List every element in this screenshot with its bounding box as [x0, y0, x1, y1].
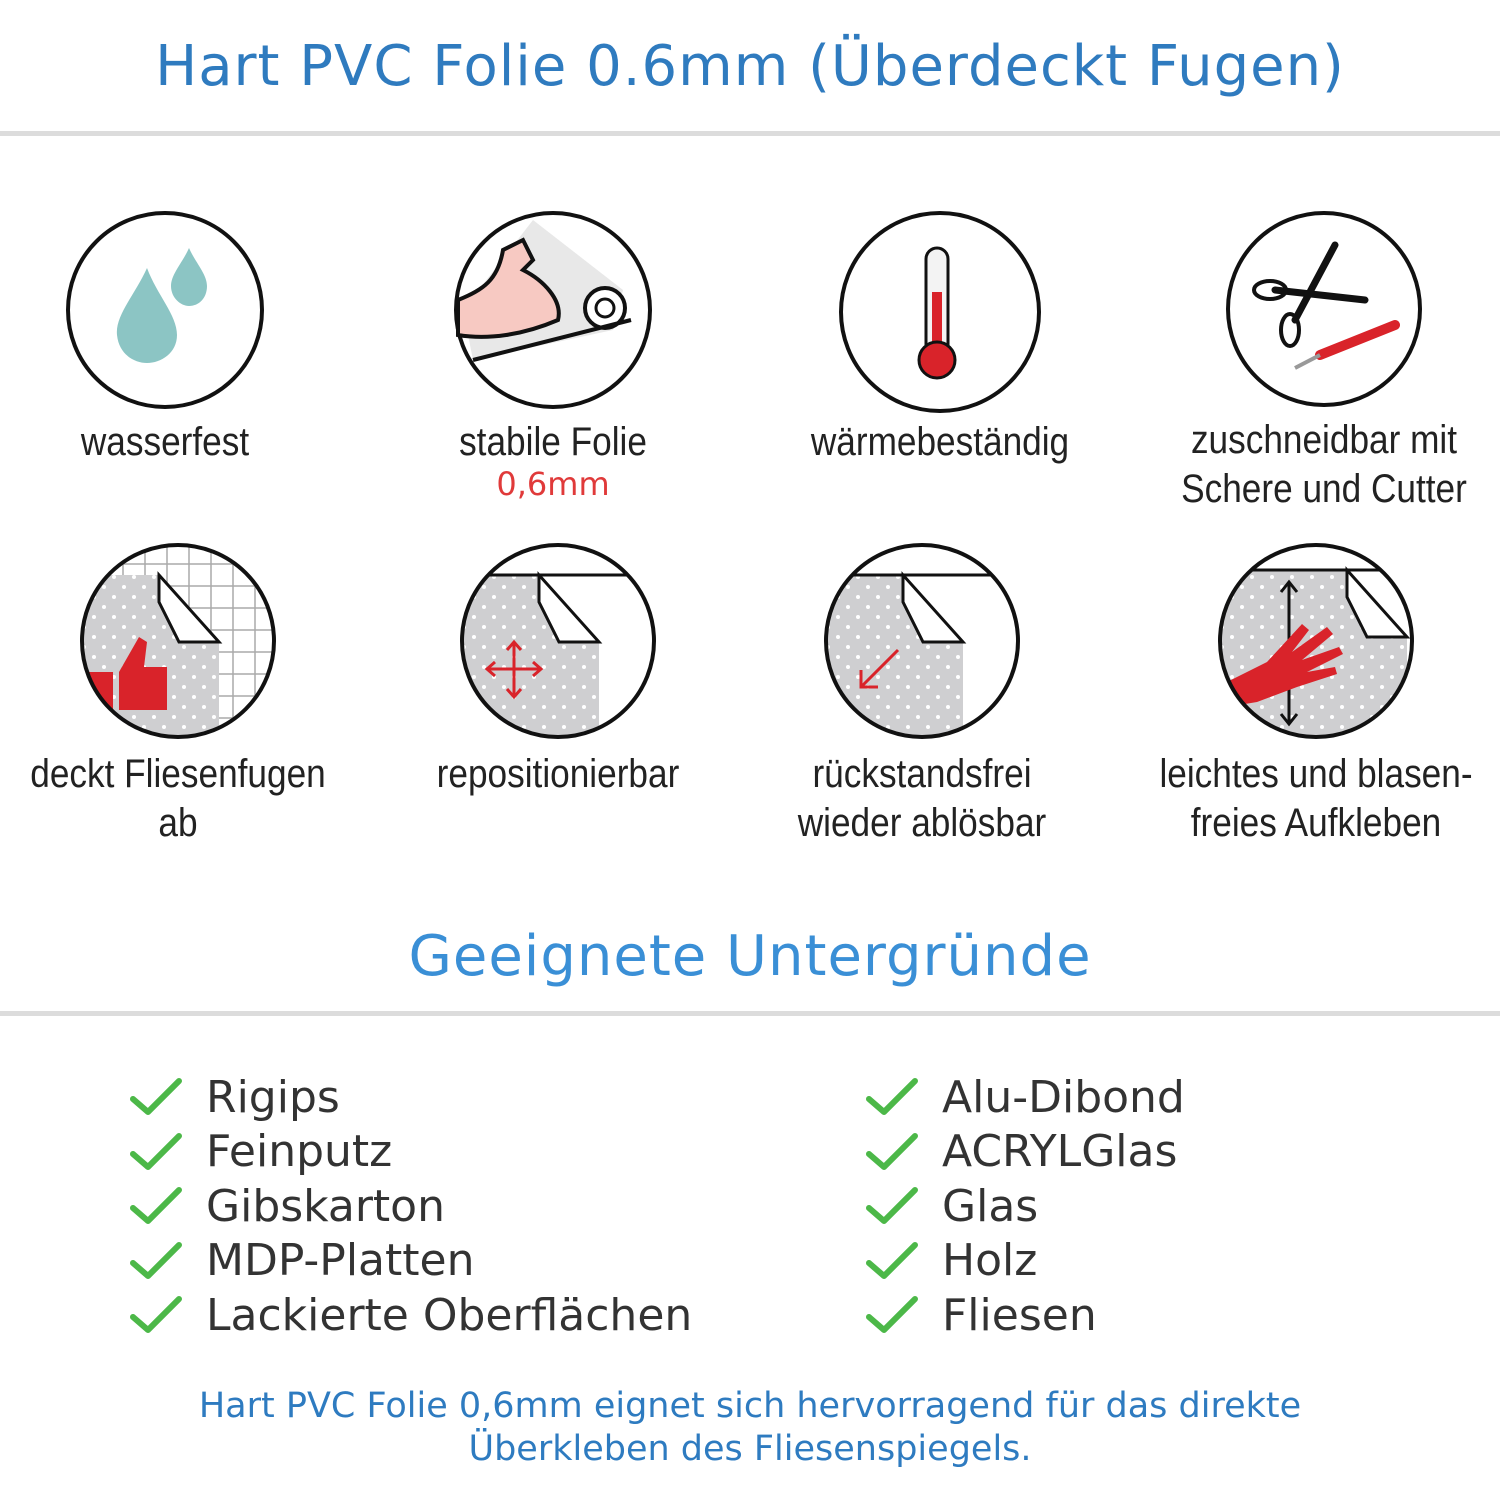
surface-item: Glas — [866, 1179, 1185, 1234]
feature-repositionierbar: repositionierbar — [368, 542, 748, 799]
surface-label: Gibskarton — [206, 1180, 445, 1232]
hand-smooth-icon — [1218, 543, 1414, 739]
peel-off-icon — [824, 543, 1020, 739]
surface-item: Gibskarton — [130, 1179, 692, 1234]
check-icon — [130, 1296, 182, 1334]
feature-waermebestaendig: wärmebeständig — [750, 210, 1130, 467]
check-icon — [866, 1296, 918, 1334]
surface-label: Glas — [942, 1180, 1039, 1232]
section-title: Geeignete Untergründe — [408, 924, 1092, 989]
surface-item: Holz — [866, 1234, 1185, 1289]
check-icon — [866, 1132, 918, 1170]
footer-line: Hart PVC Folie 0,6mm eignet sich hervorr… — [198, 1386, 1302, 1426]
feature-fliesenfugen: deckt Fliesenfugen ab — [0, 542, 368, 848]
surface-label: ACRYLGlas — [942, 1126, 1178, 1178]
check-icon — [866, 1187, 918, 1225]
check-icon — [866, 1241, 918, 1279]
thermometer-icon — [839, 211, 1041, 413]
surface-label: Lackierte Oberflächen — [206, 1289, 693, 1341]
check-icon — [130, 1187, 182, 1225]
page-title: Hart PVC Folie 0.6mm (Überdeckt Fugen) — [155, 34, 1345, 99]
footer-line: Überkleben des Fliesenspiegels. — [468, 1429, 1032, 1469]
surface-label: Feinputz — [206, 1126, 393, 1178]
surface-label: MDP-Platten — [206, 1235, 475, 1287]
strong-arm-icon — [454, 211, 652, 409]
surface-label: Holz — [942, 1235, 1038, 1287]
divider — [0, 1011, 1500, 1016]
surfaces-list-right: Alu-Dibond ACRYLGlas Glas Holz Fliesen — [866, 1070, 1185, 1343]
check-icon — [130, 1078, 182, 1116]
scissors-cutter-icon — [1226, 211, 1422, 407]
surface-item: Fliesen — [866, 1288, 1185, 1343]
feature-stabile-folie: stabile Folie 0,6mm — [363, 210, 743, 501]
water-drops-icon — [66, 211, 264, 409]
footer-note: Hart PVC Folie 0,6mm eignet sich hervorr… — [0, 1385, 1500, 1471]
feature-wasserfest: wasserfest — [0, 210, 355, 467]
surface-item: Alu-Dibond — [866, 1070, 1185, 1125]
surface-label: Rigips — [206, 1071, 340, 1123]
surface-item: MDP-Platten — [130, 1234, 692, 1289]
divider — [0, 131, 1500, 136]
surface-item: Rigips — [130, 1070, 692, 1125]
check-icon — [866, 1078, 918, 1116]
surfaces-list-left: Rigips Feinputz Gibskarton MDP-Platten Lacki… — [130, 1070, 692, 1343]
surface-item: Lackierte Oberflächen — [130, 1288, 692, 1343]
feature-zuschneidbar: zuschneidbar mit Schere und Cutter — [1134, 210, 1500, 514]
check-icon — [130, 1132, 182, 1170]
surface-label: Fliesen — [942, 1289, 1097, 1341]
move-arrows-icon — [460, 543, 656, 739]
feature-rueckstandsfrei: rückstandsfrei wieder ablösbar — [732, 542, 1112, 848]
surface-item: ACRYLGlas — [866, 1125, 1185, 1180]
surface-label: Alu-Dibond — [942, 1071, 1185, 1123]
surface-item: Feinputz — [130, 1125, 692, 1180]
feature-blasenfrei: leichtes und blasen- freies Aufkleben — [1126, 542, 1500, 848]
thumbs-up-tiles-icon — [80, 543, 276, 739]
check-icon — [130, 1241, 182, 1279]
